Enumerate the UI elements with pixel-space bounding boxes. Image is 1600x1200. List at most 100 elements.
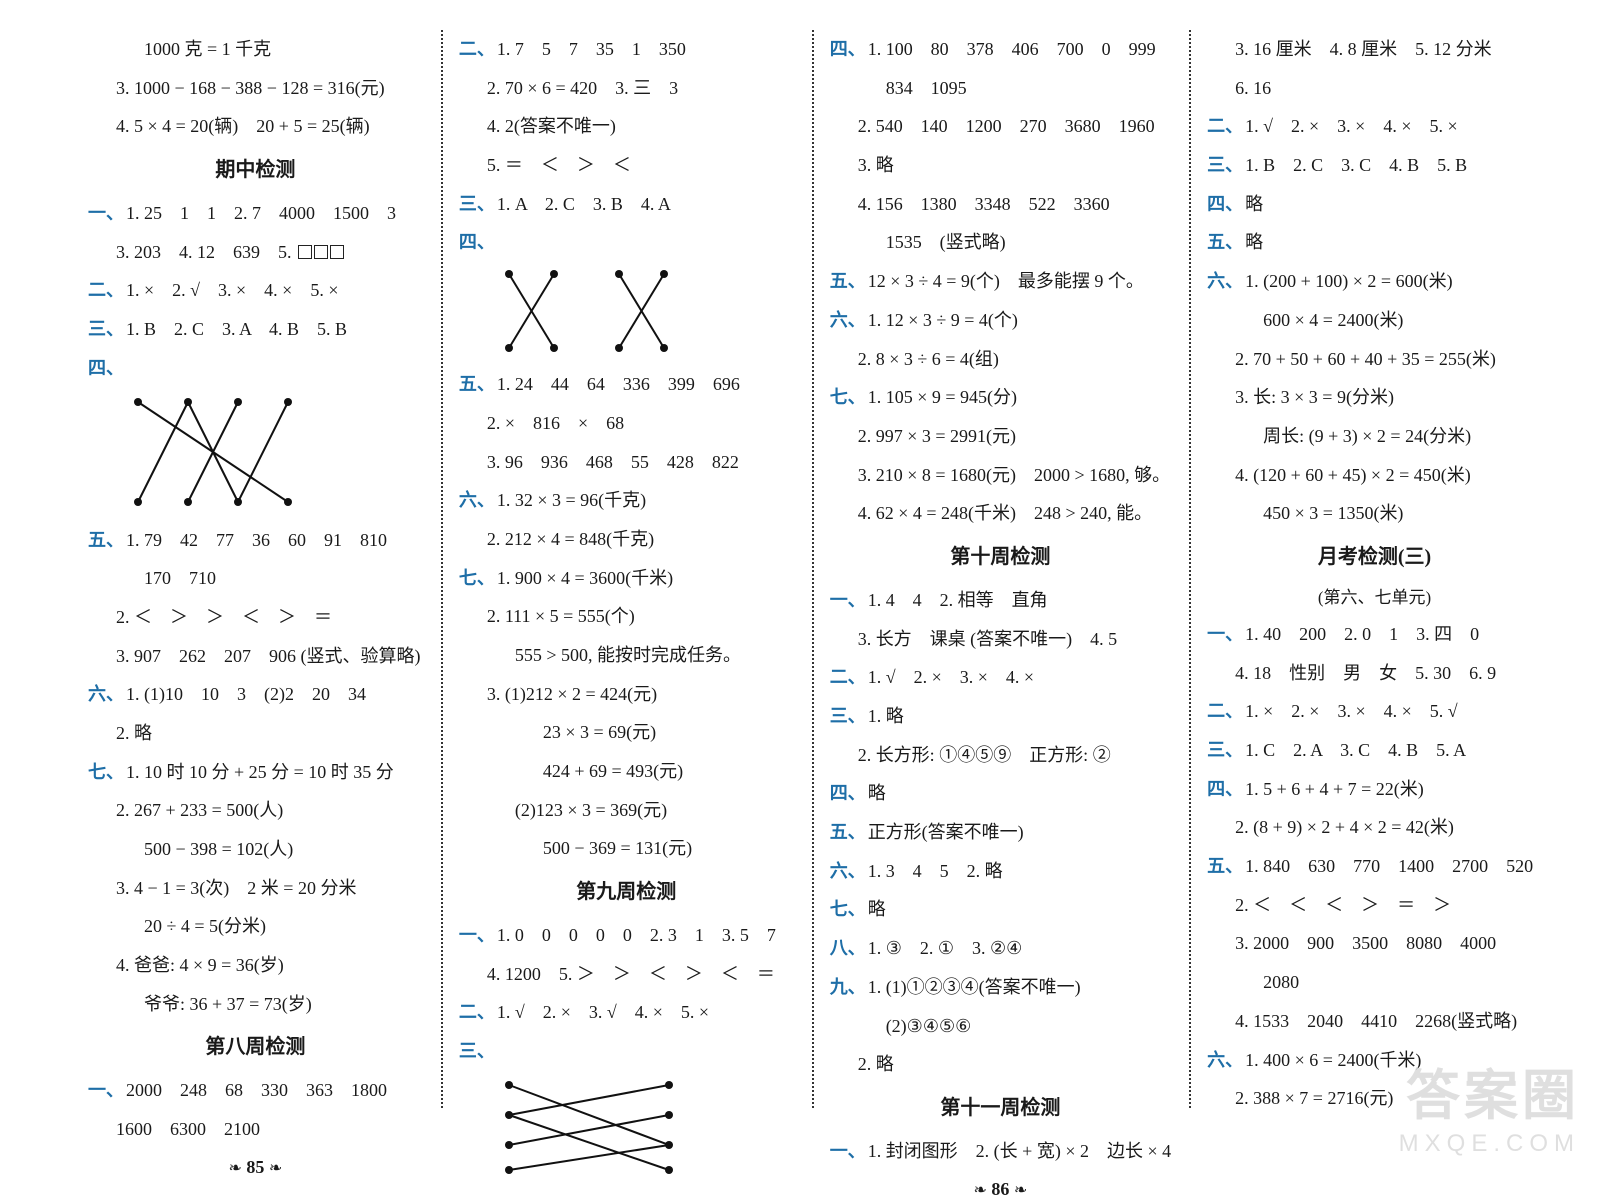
text-line: 4. 5 × 4 = 20(辆) 20 + 5 = 25(辆) xyxy=(88,107,423,146)
text-line: 424 + 69 = 493(元) xyxy=(459,752,794,791)
section-label: 三、 xyxy=(1207,155,1243,175)
text-line: 4. 1533 2040 4410 2268(竖式略) xyxy=(1207,1002,1542,1041)
section-label: 一、 xyxy=(1207,624,1243,644)
section-heading: 第八周检测 xyxy=(88,1023,423,1071)
section-label: 三、 xyxy=(88,319,124,339)
text-line: 2. × 816 × 68 xyxy=(459,404,794,443)
text-line: 三、1. A 2. C 3. B 4. A xyxy=(459,185,794,224)
text-line: 二、1. √ 2. × 3. × 4. × xyxy=(830,658,1171,697)
diagram-svg xyxy=(128,392,298,512)
text-line: 5. ＝ ＜ ＞ ＜ xyxy=(459,146,794,185)
text-line: 三、1. B 2. C 3. A 4. B 5. B xyxy=(88,310,423,349)
section-label: 四、 xyxy=(830,783,866,803)
text-line: 四、 xyxy=(88,349,423,388)
column-2: 二、1. 7 5 7 35 1 350 2. 70 × 6 = 420 3. 三… xyxy=(441,30,812,1148)
text-line: 六、1. 12 × 3 ÷ 9 = 4(个) xyxy=(830,301,1171,340)
text-line: 七、1. 105 × 9 = 945(分) xyxy=(830,378,1171,417)
text-line: 3. 907 262 207 906 (竖式、验算略) xyxy=(88,637,423,676)
text-line: 3. 96 936 468 55 428 822 xyxy=(459,443,794,482)
section-label: 五、 xyxy=(459,374,495,394)
text-line: 3. 长方 课桌 (答案不唯一) 4. 5 xyxy=(830,620,1171,659)
text-line: 2. (8 + 9) × 2 + 4 × 2 = 42(米) xyxy=(1207,808,1542,847)
square-box-icon xyxy=(330,245,344,259)
text-line: 3. 1000 − 168 − 388 − 128 = 316(元) xyxy=(88,69,423,108)
diagram-svg xyxy=(499,266,689,356)
text-line: 四、 xyxy=(459,223,794,262)
text-line: 555 > 500, 能按时完成任务。 xyxy=(459,636,794,675)
text-line: 一、2000 248 68 330 363 1800 xyxy=(88,1071,423,1110)
text-line: 四、略 xyxy=(830,774,1171,813)
section-label: 五、 xyxy=(830,271,866,291)
section-heading: 第十周检测 xyxy=(830,533,1171,581)
text-line: 六、1. 3 4 5 2. 略 xyxy=(830,852,1171,891)
text-line: 6. 16 xyxy=(1207,69,1542,108)
matching-diagram xyxy=(88,388,423,521)
text-line: 爷爷: 36 + 37 = 73(岁) xyxy=(88,985,423,1024)
page-footer: ❧ 85 ❧ xyxy=(88,1157,423,1178)
section-label: 一、 xyxy=(830,590,866,610)
section-label: 四、 xyxy=(1207,194,1243,214)
text-line: 一、1. 25 1 1 2. 7 4000 1500 3 xyxy=(88,194,423,233)
text-line: 4. 62 × 4 = 248(千米) 248 > 240, 能。 xyxy=(830,494,1171,533)
text-line: 3. 16 厘米 4. 8 厘米 5. 12 分米 xyxy=(1207,30,1542,69)
text-line: 2. 70 × 6 = 420 3. 三 3 xyxy=(459,69,794,108)
section-label: 三、 xyxy=(1207,740,1243,760)
section-label: 七、 xyxy=(830,387,866,407)
text-line: 2. 70 + 50 + 60 + 40 + 35 = 255(米) xyxy=(1207,340,1542,379)
text-line: 170 710 xyxy=(88,559,423,598)
section-heading: 月考检测(三) xyxy=(1207,533,1542,581)
text-line: 四、1. 5 + 6 + 4 + 7 = 22(米) xyxy=(1207,770,1542,809)
watermark-url: MXQE.COM xyxy=(1399,1130,1580,1158)
text-line: 23 × 3 = 69(元) xyxy=(459,713,794,752)
text-line: 七、略 xyxy=(830,890,1171,929)
section-label: 六、 xyxy=(1207,1050,1243,1070)
text-line: 五、正方形(答案不唯一) xyxy=(830,813,1171,852)
text-line: 3. 210 × 8 = 1680(元) 2000 > 1680, 够。 xyxy=(830,456,1171,495)
text-line: (2)③④⑤⑥ xyxy=(830,1007,1171,1046)
watermark-text: 答案圈 xyxy=(1399,1051,1580,1130)
text-line: 2. ＜ ＞ ＞ ＜ ＞ ＝ xyxy=(88,598,423,637)
section-label: 二、 xyxy=(1207,701,1243,721)
text-line: 4. 2(答案不唯一) xyxy=(459,107,794,146)
page: 1000 克 = 1 千克 3. 1000 − 168 − 388 − 128 … xyxy=(0,0,1600,1168)
text-line: 3. (1)212 × 2 = 424(元) xyxy=(459,675,794,714)
text-line: 3. 略 xyxy=(830,146,1171,185)
section-label: 六、 xyxy=(830,861,866,881)
text-line: 四、1. 100 80 378 406 700 0 999 xyxy=(830,30,1171,69)
text-line: 2. 540 140 1200 270 3680 1960 xyxy=(830,107,1171,146)
text-line: 2. 267 + 233 = 500(人) xyxy=(88,791,423,830)
text-line: 3. 203 4. 12 639 5. xyxy=(88,233,423,272)
ornament-icon: ❧ xyxy=(974,1182,987,1199)
text-line: 834 1095 xyxy=(830,69,1171,108)
text-line: 500 − 398 = 102(人) xyxy=(88,830,423,869)
text-line: 2. 略 xyxy=(88,714,423,753)
square-box-icon xyxy=(298,245,312,259)
section-label: 七、 xyxy=(830,899,866,919)
section-label: 一、 xyxy=(88,203,124,223)
text-line: 600 × 4 = 2400(米) xyxy=(1207,301,1542,340)
text-line: 二、1. × 2. √ 3. × 4. × 5. × xyxy=(88,271,423,310)
section-label: 三、 xyxy=(459,1041,495,1061)
section-subheading: (第六、七单元) xyxy=(1207,581,1542,615)
text-line: 4. 1200 5. ＞ ＞ ＜ ＞ ＜ ＝ xyxy=(459,955,794,994)
text-line: 450 × 3 = 1350(米) xyxy=(1207,494,1542,533)
text-line: 二、1. 7 5 7 35 1 350 xyxy=(459,30,794,69)
text-line: 3. 长: 3 × 3 = 9(分米) xyxy=(1207,378,1542,417)
section-label: 四、 xyxy=(830,39,866,59)
text-line: 周长: (9 + 3) × 2 = 24(分米) xyxy=(1207,417,1542,456)
text-line: 二、1. √ 2. × 3. √ 4. × 5. × xyxy=(459,993,794,1032)
text-line: 2. ＜ ＜ ＜ ＞ ＝ ＞ xyxy=(1207,886,1542,925)
matching-diagram xyxy=(459,1071,794,1184)
text-line: 4. 18 性别 男 女 5. 30 6. 9 xyxy=(1207,654,1542,693)
section-label: 七、 xyxy=(88,762,124,782)
text-line: 八、1. ③ 2. ① 3. ②④ xyxy=(830,929,1171,968)
section-label: 四、 xyxy=(88,358,124,378)
text-line: 四、略 xyxy=(1207,185,1542,224)
section-label: 一、 xyxy=(830,1141,866,1161)
text-line: 五、1. 24 44 64 336 399 696 xyxy=(459,365,794,404)
text-line: 六、1. (1)10 10 3 (2)2 20 34 xyxy=(88,675,423,714)
watermark: 答案圈 MXQE.COM xyxy=(1399,1051,1580,1158)
text-line: 五、1. 79 42 77 36 60 91 810 xyxy=(88,521,423,560)
section-label: 五、 xyxy=(1207,232,1243,252)
text-line: 一、1. 封闭图形 2. (长 + 宽) × 2 边长 × 4 xyxy=(830,1132,1171,1171)
